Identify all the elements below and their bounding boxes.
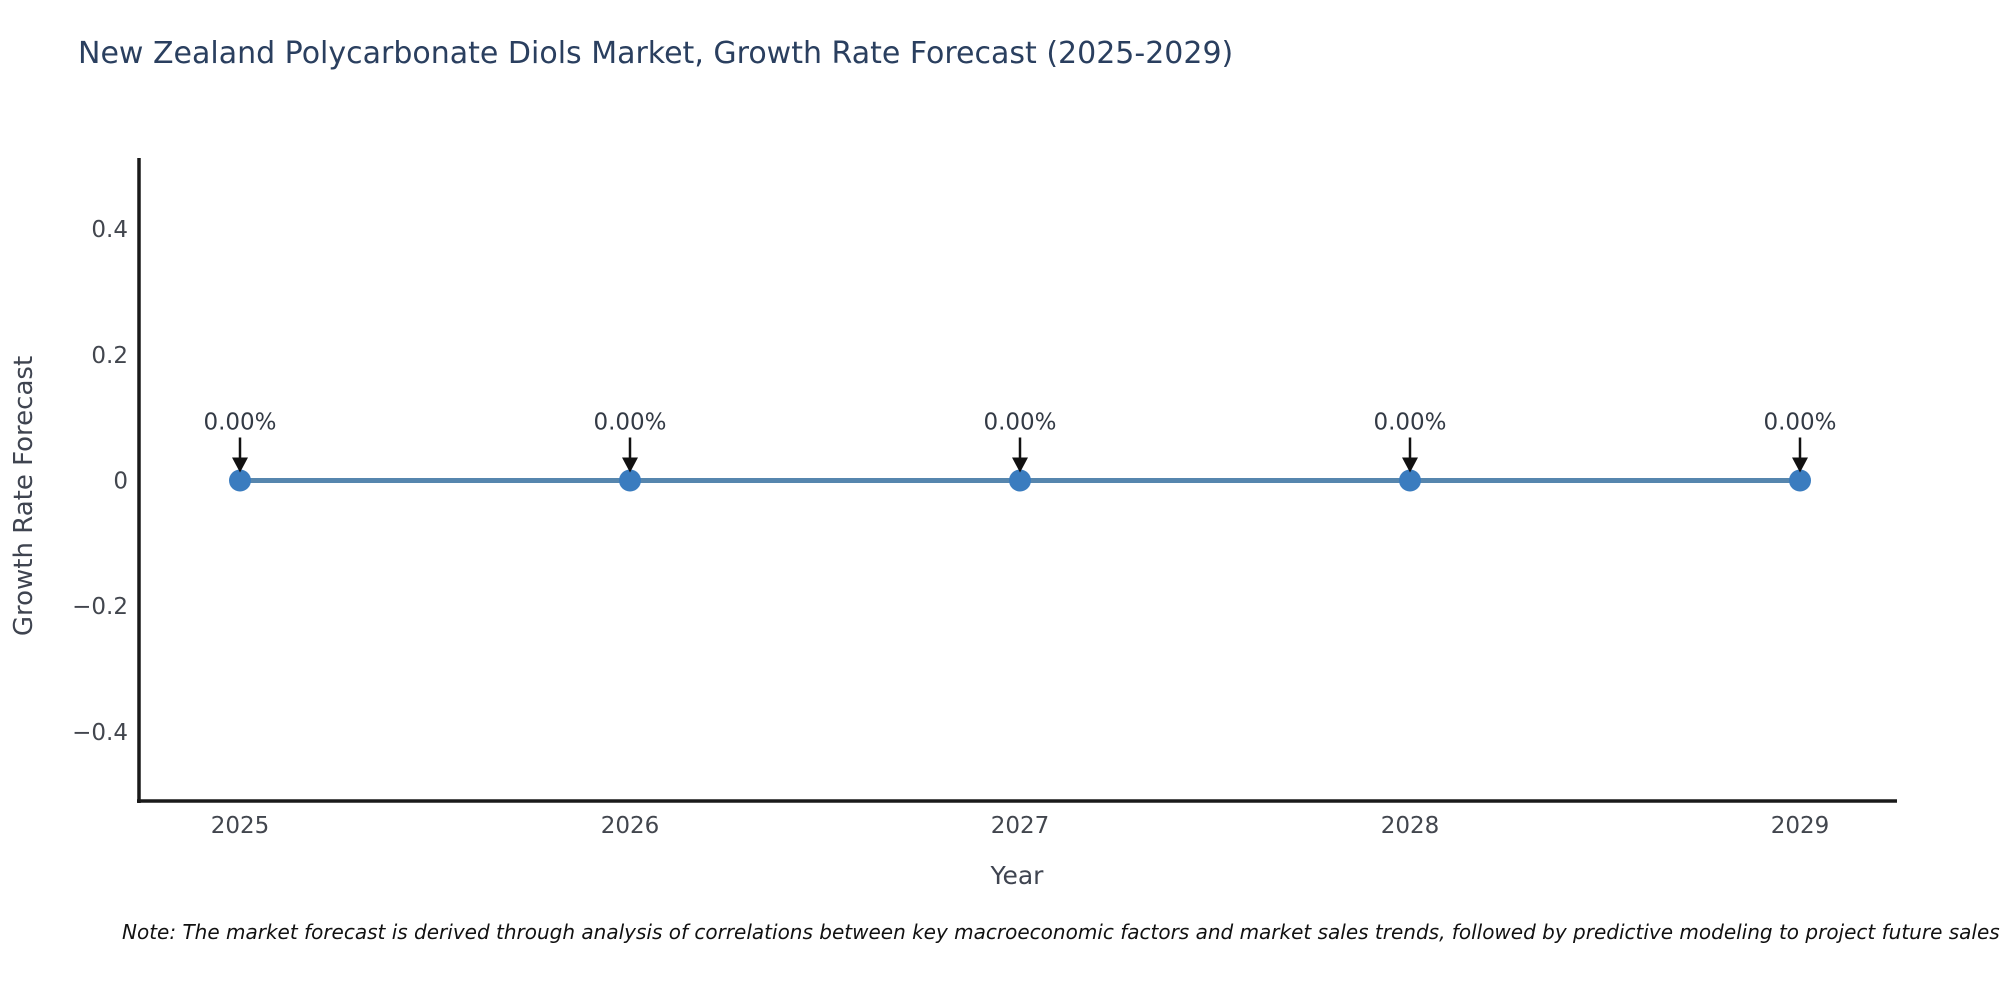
data-point: [1009, 469, 1031, 492]
y-tick-label: 0.4: [91, 217, 128, 243]
x-tick-label: 2029: [1771, 813, 1830, 839]
footnote: Note: The market forecast is derived thr…: [122, 920, 2000, 944]
chart-title: New Zealand Polycarbonate Diols Market, …: [78, 36, 1234, 71]
annotation-arrow-head: [232, 457, 248, 473]
y-tick-label: 0.2: [91, 343, 128, 369]
y-tick-label: −0.4: [72, 720, 128, 746]
x-tick-label: 2025: [211, 813, 270, 839]
annotation-arrow-head: [1012, 457, 1028, 473]
annotation-arrow-head: [1402, 457, 1418, 473]
y-tick-label: 0: [113, 469, 128, 495]
y-axis-title: Growth Rate Forecast: [9, 355, 39, 637]
annotation-label: 0.00%: [1763, 410, 1836, 436]
annotation-label: 0.00%: [203, 410, 276, 436]
data-point: [619, 469, 641, 492]
annotation-arrow-head: [1792, 457, 1808, 473]
data-point: [1399, 469, 1421, 492]
annotation-label: 0.00%: [1373, 410, 1446, 436]
data-point: [229, 469, 251, 492]
data-point: [1789, 469, 1811, 492]
annotation-label: 0.00%: [983, 410, 1056, 436]
annotation-arrow-head: [622, 457, 638, 473]
x-axis-title: Year: [990, 861, 1044, 890]
x-tick-label: 2027: [991, 813, 1050, 839]
y-tick-label: −0.2: [72, 594, 128, 620]
annotation-label: 0.00%: [593, 410, 666, 436]
x-tick-label: 2028: [1381, 813, 1440, 839]
x-tick-label: 2026: [601, 813, 660, 839]
